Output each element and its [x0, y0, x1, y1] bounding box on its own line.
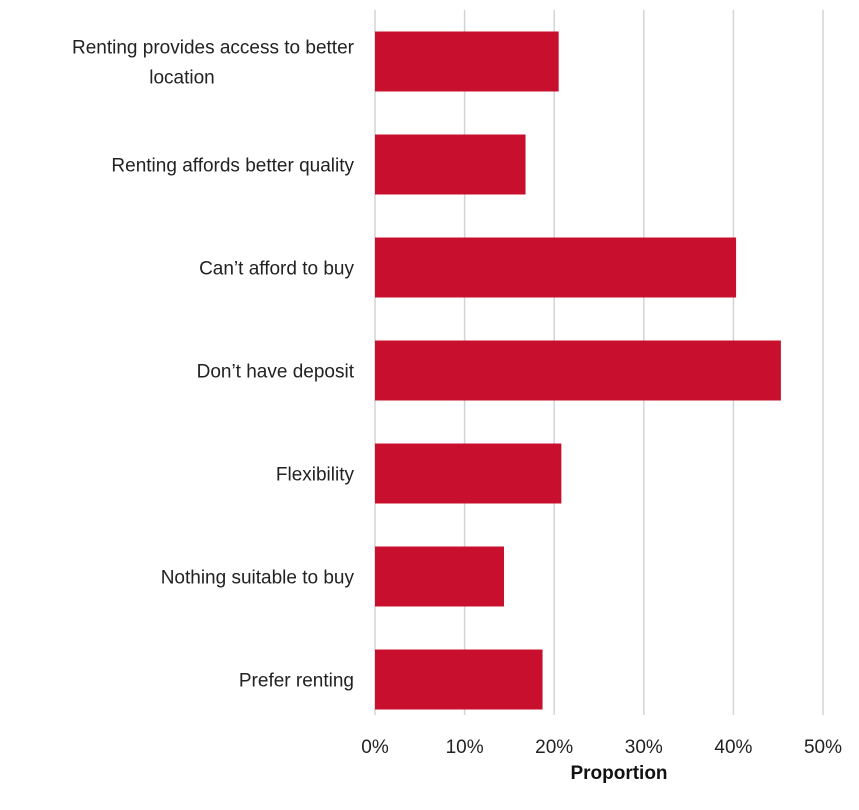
category-label-line: Renting provides access to better	[72, 38, 355, 59]
category-label-line: Flexibility	[276, 465, 355, 486]
bar	[375, 237, 737, 298]
bar	[375, 649, 543, 710]
category-label-line: Renting affords better quality	[111, 156, 354, 177]
bar	[375, 340, 781, 401]
category-label: Nothing suitable to buy	[161, 568, 355, 589]
category-label: Prefer renting	[239, 671, 354, 692]
x-tick-label: 10%	[446, 737, 484, 758]
x-axis-title: Proportion	[570, 763, 667, 784]
category-labels: Renting provides access to better locatio…	[72, 38, 355, 692]
category-label: Don’t have deposit	[197, 362, 355, 383]
category-label: Renting affords better quality	[111, 156, 354, 177]
category-label: Can’t afford to buy	[199, 259, 354, 280]
bar	[375, 31, 559, 92]
category-label-line: Can’t afford to buy	[199, 259, 354, 280]
category-label-line: Don’t have deposit	[197, 362, 355, 383]
category-label: Flexibility	[276, 465, 355, 486]
x-tick-label: 20%	[535, 737, 573, 758]
bar	[375, 134, 526, 195]
category-label-line: Nothing suitable to buy	[161, 568, 355, 589]
category-label-line: Prefer renting	[239, 671, 354, 692]
x-tick-label: 40%	[714, 737, 752, 758]
x-tick-labels: 0% 10% 20% 30% 40% 50%	[361, 737, 842, 758]
bar	[375, 443, 562, 504]
bars	[375, 31, 781, 710]
bar	[375, 546, 505, 607]
x-tick-label: 50%	[804, 737, 842, 758]
x-tick-label: 0%	[361, 737, 389, 758]
category-label: Renting provides access to better locatio…	[72, 38, 355, 89]
x-tick-label: 30%	[625, 737, 663, 758]
category-label-line: location	[149, 68, 215, 89]
